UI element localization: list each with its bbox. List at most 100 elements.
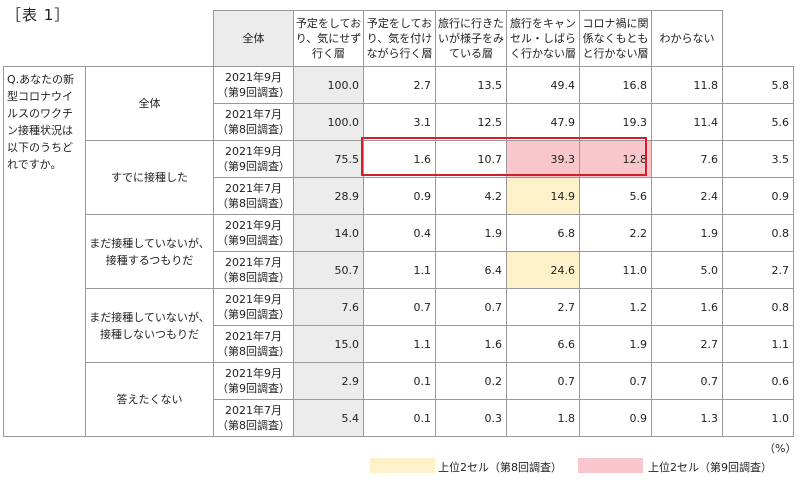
- value-cell: 1.1: [722, 325, 794, 363]
- value-cell: 0.8: [722, 288, 794, 326]
- period-cell: 2021年7月 （第8回調査）: [213, 399, 294, 437]
- value-cell: 1.9: [651, 214, 723, 252]
- category-label: まだ接種していないが、接種しないつもりだ: [85, 288, 214, 363]
- value-cell: 47.9: [506, 103, 580, 141]
- value-cell: 0.2: [435, 362, 507, 400]
- value-cell: 0.1: [363, 399, 436, 437]
- value-cell: 75.5: [293, 140, 364, 178]
- value-cell: 24.6: [506, 251, 580, 289]
- period-cell: 2021年9月 （第9回調査）: [213, 140, 294, 178]
- legend-swatch-pink: [578, 458, 643, 473]
- period-cell: 2021年7月 （第8回調査）: [213, 325, 294, 363]
- period-survey: （第8回調査）: [217, 345, 290, 358]
- period-cell: 2021年9月 （第9回調査）: [213, 362, 294, 400]
- table-row: まだ接種していないが、接種するつもりだ 2021年9月 （第9回調査） 14.0 0.4…: [4, 214, 794, 289]
- value-cell: 0.9: [363, 177, 436, 215]
- value-cell: 0.9: [722, 177, 794, 215]
- value-cell: 15.0: [293, 325, 364, 363]
- value-cell: 14.9: [506, 177, 580, 215]
- table-row: 2021年7月 （第8回調査） 15.0 1.1 1.6 6.6 1.9 2.7 1.1: [4, 325, 794, 363]
- period-cell: 2021年7月 （第8回調査）: [213, 177, 294, 215]
- value-cell: 2.2: [579, 214, 652, 252]
- value-cell: 7.6: [293, 288, 364, 326]
- period-month: 2021年9月: [225, 71, 282, 84]
- value-cell: 10.7: [435, 140, 507, 178]
- header-row: 全体 予定をしており、気にせず行く層 予定をしており、気を付けながら行く層 旅行に行き…: [4, 10, 794, 67]
- value-cell: 1.1: [363, 251, 436, 289]
- value-cell: 2.7: [506, 288, 580, 326]
- value-cell: 1.8: [506, 399, 580, 437]
- value-cell: 0.1: [363, 362, 436, 400]
- value-cell: 5.6: [579, 177, 652, 215]
- value-cell: 19.3: [579, 103, 652, 141]
- column-header-5: コロナ禍に関係なくもともと行かない層: [579, 10, 652, 67]
- value-cell: 7.6: [651, 140, 723, 178]
- column-header-2: 予定をしており、気を付けながら行く層: [363, 10, 436, 67]
- value-cell: 2.9: [293, 362, 364, 400]
- period-month: 2021年7月: [225, 108, 282, 121]
- period-month: 2021年7月: [225, 182, 282, 195]
- value-cell: 11.4: [651, 103, 723, 141]
- table-title: ［表 1］: [6, 6, 71, 24]
- value-cell: 3.1: [363, 103, 436, 141]
- value-cell: 2.7: [651, 325, 723, 363]
- value-cell: 1.3: [651, 399, 723, 437]
- question-cell: Q.あなたの新型コロナウイルスのワクチン接種状況は以下のうちどれですか。: [3, 66, 86, 437]
- value-cell: 2.4: [651, 177, 723, 215]
- period-survey: （第8回調査）: [217, 419, 290, 432]
- value-cell: 39.3: [506, 140, 580, 178]
- survey-table: 全体 予定をしており、気にせず行く層 予定をしており、気を付けながら行く層 旅行に行き…: [3, 10, 794, 437]
- value-cell: 4.2: [435, 177, 507, 215]
- period-cell: 2021年9月 （第9回調査）: [213, 288, 294, 326]
- column-header-6: わからない: [651, 10, 723, 67]
- period-survey: （第9回調査）: [217, 308, 290, 321]
- value-cell: 100.0: [293, 103, 364, 141]
- period-month: 2021年9月: [225, 293, 282, 306]
- unit-label: （%）: [764, 442, 797, 455]
- table-row: 2021年7月 （第8回調査） 100.0 3.1 12.5 47.9 19.3 11.4 5.…: [4, 103, 794, 141]
- value-cell: 14.0: [293, 214, 364, 252]
- period-survey: （第9回調査）: [217, 382, 290, 395]
- legend-label-pink: 上位2セル（第9回調査）: [648, 461, 772, 474]
- value-cell: 16.8: [579, 66, 652, 104]
- value-cell: 28.9: [293, 177, 364, 215]
- period-month: 2021年7月: [225, 404, 282, 417]
- value-cell: 1.0: [722, 399, 794, 437]
- period-survey: （第8回調査）: [217, 123, 290, 136]
- column-header-1: 予定をしており、気にせず行く層: [293, 10, 364, 67]
- value-cell: 5.0: [651, 251, 723, 289]
- value-cell: 50.7: [293, 251, 364, 289]
- period-cell: 2021年9月 （第9回調査）: [213, 214, 294, 252]
- legend-swatch-yellow: [370, 458, 435, 473]
- value-cell: 0.4: [363, 214, 436, 252]
- category-label: 答えたくない: [85, 362, 214, 437]
- table-row: 2021年7月 （第8回調査） 28.9 0.9 4.2 14.9 5.6 2.4 0.9: [4, 177, 794, 215]
- column-header-0: 全体: [213, 10, 294, 67]
- header-blank-cell: [4, 11, 214, 67]
- value-cell: 49.4: [506, 66, 580, 104]
- period-month: 2021年9月: [225, 219, 282, 232]
- period-cell: 2021年7月 （第8回調査）: [213, 251, 294, 289]
- table-row: 答えたくない 2021年9月 （第9回調査） 2.9 0.1 0.2 0.7 0.7 0.7 0.…: [4, 362, 794, 437]
- value-cell: 1.9: [579, 325, 652, 363]
- period-survey: （第9回調査）: [217, 234, 290, 247]
- value-cell: 0.8: [722, 214, 794, 252]
- value-cell: 2.7: [722, 251, 794, 289]
- value-cell: 1.6: [363, 140, 436, 178]
- value-cell: 0.3: [435, 399, 507, 437]
- period-cell: 2021年7月 （第8回調査）: [213, 103, 294, 141]
- value-cell: 6.6: [506, 325, 580, 363]
- column-header-4: 旅行をキャンセル・しばらく行かない層: [506, 10, 580, 67]
- value-cell: 0.6: [722, 362, 794, 400]
- value-cell: 5.6: [722, 103, 794, 141]
- period-cell: 2021年9月 （第9回調査）: [213, 66, 294, 104]
- period-survey: （第9回調査）: [217, 160, 290, 173]
- value-cell: 12.8: [579, 140, 652, 178]
- value-cell: 0.7: [363, 288, 436, 326]
- table-row: すでに接種した 2021年9月 （第9回調査） 75.5 1.6 10.7 39.3 12.8…: [4, 140, 794, 215]
- value-cell: 5.4: [293, 399, 364, 437]
- value-cell: 1.1: [363, 325, 436, 363]
- value-cell: 6.4: [435, 251, 507, 289]
- value-cell: 1.2: [579, 288, 652, 326]
- table-row: まだ接種していないが、接種しないつもりだ 2021年9月 （第9回調査） 7.6 0.7…: [4, 288, 794, 363]
